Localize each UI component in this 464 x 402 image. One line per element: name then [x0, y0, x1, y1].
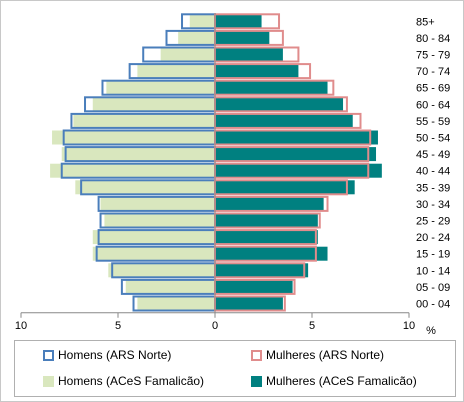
bar-homens-aces-famalicao-40-44 — [50, 163, 215, 178]
age-label-30-34: 30 - 34 — [416, 199, 450, 211]
bar-mulheres-aces-famalicao-30-34 — [215, 196, 324, 211]
legend-swatch-homens-ars-norte — [43, 349, 54, 361]
legend-swatch-homens-aces-famalicao — [43, 375, 54, 387]
x-axis: 10 5 0 5 10% — [15, 13, 436, 337]
age-label-40-44: 40 - 44 — [416, 166, 450, 178]
legend-swatch-mulheres-ars-norte — [251, 349, 262, 361]
bar-mulheres-aces-famalicao-15-19 — [215, 246, 328, 261]
legend-label-mulheres-ars-norte: Mulheres (ARS Norte) — [266, 348, 385, 362]
bar-mulheres-aces-famalicao-10-14 — [215, 263, 309, 278]
age-label-00-04: 00 - 04 — [416, 299, 450, 311]
age-label-10-14: 10 - 14 — [416, 265, 450, 277]
x-tick-label: 5 — [115, 320, 121, 332]
bar-homens-aces-famalicao-55-59 — [73, 113, 215, 128]
bar-mulheres-aces-famalicao-85 — [215, 14, 262, 29]
bar-mulheres-aces-famalicao-40-44 — [215, 163, 382, 178]
bar-homens-aces-famalicao-35-39 — [75, 180, 215, 195]
age-label-15-19: 15 - 19 — [416, 249, 450, 261]
bar-homens-aces-famalicao-00-04 — [137, 296, 215, 311]
bar-mulheres-aces-famalicao-45-49 — [215, 147, 377, 162]
legend-item-mulheres-ars-norte: Mulheres (ARS Norte) — [251, 348, 384, 362]
bar-homens-aces-famalicao-45-49 — [61, 147, 215, 162]
legend-item-homens-aces-famalicao: Homens (ACeS Famalicão) — [43, 374, 204, 388]
legend-label-mulheres-aces-famalicao: Mulheres (ACeS Famalicão) — [266, 374, 417, 388]
age-label-35-39: 35 - 39 — [416, 182, 450, 194]
bar-mulheres-aces-famalicao-75-79 — [215, 47, 283, 62]
age-label-25-29: 25 - 29 — [416, 216, 450, 228]
age-label-50-54: 50 - 54 — [416, 133, 450, 145]
bar-homens-aces-famalicao-10-14 — [108, 263, 215, 278]
age-label-65-69: 65 - 69 — [416, 83, 450, 95]
bar-homens-aces-famalicao-70-74 — [137, 64, 215, 79]
legend-item-homens-ars-norte: Homens (ARS Norte) — [43, 348, 171, 362]
bar-homens-aces-famalicao-50-54 — [52, 130, 215, 145]
bar-homens-aces-famalicao-65-69 — [106, 80, 215, 95]
x-tick-label: 5 — [309, 320, 315, 332]
x-unit-label: % — [426, 325, 436, 337]
outline-bars-group — [60, 13, 372, 312]
age-label-75-79: 75 - 79 — [416, 50, 450, 62]
x-tick-label: 0 — [212, 320, 218, 332]
legend-label-homens-aces-famalicao: Homens (ACeS Famalicão) — [58, 374, 205, 388]
bar-mulheres-aces-famalicao-05-09 — [215, 279, 293, 294]
bar-mulheres-aces-famalicao-25-29 — [215, 213, 318, 228]
age-label-80-84: 80 - 84 — [416, 33, 450, 45]
x-tick-label: 10 — [403, 320, 415, 332]
bar-mulheres-aces-famalicao-65-69 — [215, 80, 328, 95]
age-label-85: 85+ — [416, 16, 435, 28]
age-label-55-59: 55 - 59 — [416, 116, 450, 128]
legend: Homens (ARS Norte) Mulheres (ARS Norte) … — [14, 340, 456, 397]
bar-homens-aces-famalicao-20-24 — [92, 230, 215, 245]
bar-mulheres-aces-famalicao-80-84 — [215, 30, 270, 45]
legend-label-homens-ars-norte: Homens (ARS Norte) — [58, 348, 172, 362]
bar-mulheres-aces-famalicao-60-64 — [215, 97, 344, 112]
age-group-labels: 00 - 04 05 - 09 10 - 14 15 - 19 20 - 24 25 - … — [416, 16, 450, 310]
legend-swatch-mulheres-aces-famalicao — [251, 375, 262, 387]
x-tick-label: 10 — [15, 320, 27, 332]
bar-mulheres-aces-famalicao-20-24 — [215, 230, 318, 245]
filled-bars-group — [50, 14, 382, 311]
legend-item-mulheres-aces-famalicao: Mulheres (ACeS Famalicão) — [251, 374, 417, 388]
bar-mulheres-aces-famalicao-70-74 — [215, 64, 299, 79]
age-label-05-09: 05 - 09 — [416, 282, 450, 294]
bar-homens-aces-famalicao-25-29 — [104, 213, 215, 228]
bar-mulheres-aces-famalicao-00-04 — [215, 296, 283, 311]
bar-homens-aces-famalicao-60-64 — [92, 97, 215, 112]
bar-homens-aces-famalicao-75-79 — [160, 47, 215, 62]
bar-homens-aces-famalicao-15-19 — [92, 246, 215, 261]
bar-mulheres-aces-famalicao-35-39 — [215, 180, 355, 195]
age-label-70-74: 70 - 74 — [416, 66, 450, 78]
age-label-45-49: 45 - 49 — [416, 149, 450, 161]
bar-homens-aces-famalicao-05-09 — [125, 279, 215, 294]
age-label-20-24: 20 - 24 — [416, 232, 450, 244]
bar-homens-aces-famalicao-85 — [189, 14, 215, 29]
age-label-60-64: 60 - 64 — [416, 99, 450, 111]
bar-mulheres-aces-famalicao-50-54 — [215, 130, 378, 145]
bar-homens-aces-famalicao-80-84 — [178, 30, 215, 45]
bar-homens-aces-famalicao-30-34 — [100, 196, 215, 211]
bar-mulheres-aces-famalicao-55-59 — [215, 113, 353, 128]
